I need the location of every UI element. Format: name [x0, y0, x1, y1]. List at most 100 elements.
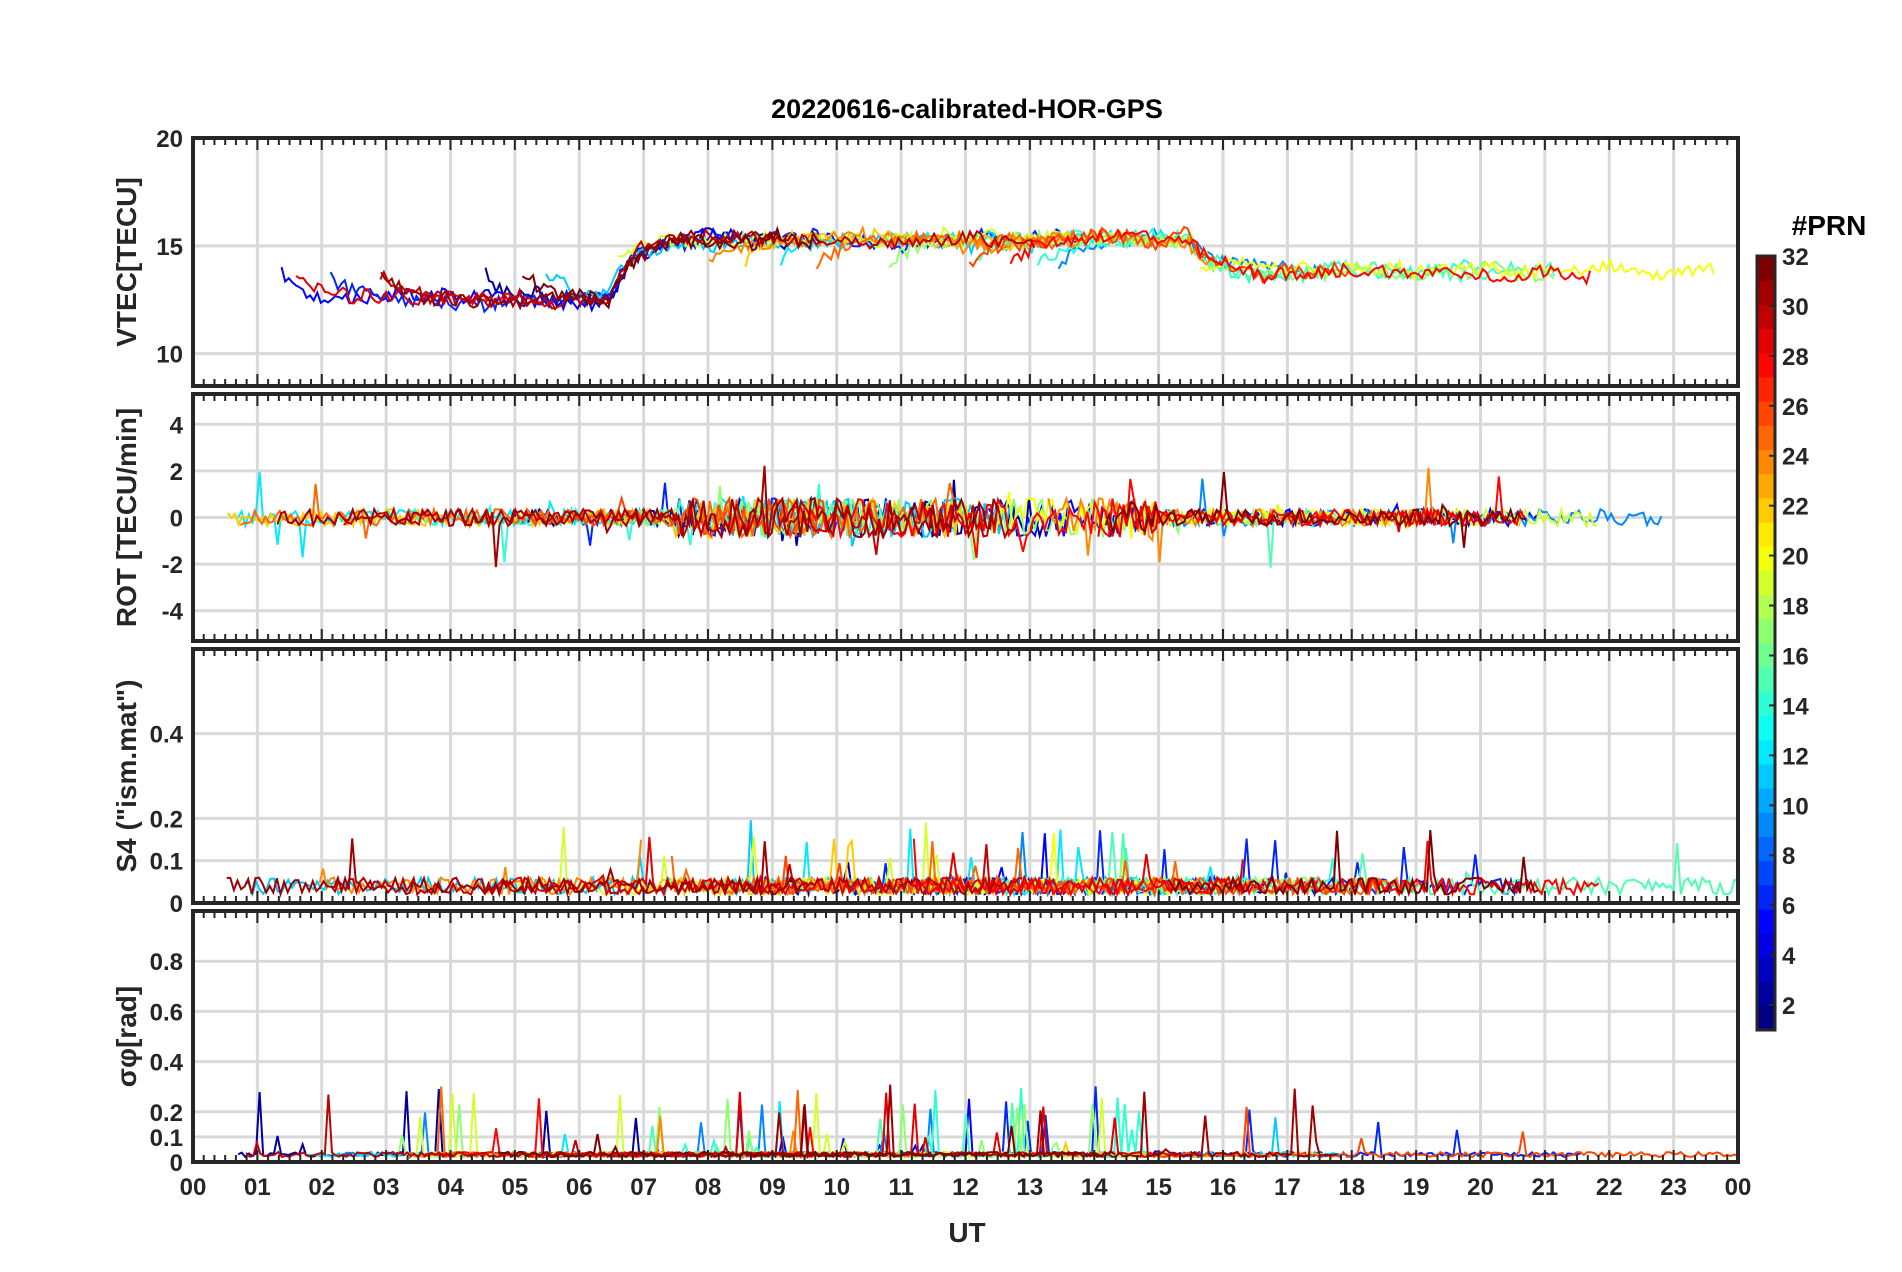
x-tick-label: 19 [1403, 1174, 1430, 1201]
colorbar-tick-label: 32 [1782, 244, 1809, 271]
colorbar-band [1757, 981, 1775, 1007]
colorbar-frame [1755, 254, 1777, 1032]
x-tick-label: 04 [437, 1174, 464, 1201]
colorbar-tick-label: 4 [1782, 943, 1796, 970]
x-tick-label: 18 [1338, 1174, 1365, 1201]
prn-trace [295, 275, 557, 311]
colorbar-tick-label: 2 [1782, 993, 1795, 1020]
colorbar-band [1757, 957, 1775, 983]
x-tick-label: 17 [1274, 1174, 1301, 1201]
x-tick-label: 10 [823, 1174, 850, 1201]
x-tick-label: 06 [566, 1174, 593, 1201]
y-tick-label: 0.1 [150, 849, 183, 876]
x-tick-label: 23 [1660, 1174, 1687, 1201]
panel-3: 0 0.1 0.2 0.4 S4 ("ism.mat") [111, 647, 1740, 918]
x-tick-label: 21 [1532, 1174, 1559, 1201]
y-tick-label: 10 [156, 342, 183, 369]
y-tick-label: 0 [170, 891, 183, 918]
x-tick-label: 22 [1596, 1174, 1623, 1201]
y-tick-label: 0.4 [150, 722, 184, 749]
y-tick-label: 0.4 [150, 1050, 184, 1077]
colorbar-band [1757, 376, 1775, 402]
prn-trace [815, 228, 1078, 270]
y-tick-label: 0 [170, 1150, 183, 1177]
prn-trace [986, 831, 1738, 898]
colorbar-band [1757, 836, 1775, 862]
series-group [226, 820, 1738, 899]
colorbar-band [1757, 1005, 1775, 1031]
colorbar-tick-label: 24 [1782, 444, 1809, 471]
x-tick-label: 15 [1145, 1174, 1172, 1201]
colorbar-tick-label: 14 [1782, 693, 1809, 720]
colorbar-band [1757, 497, 1775, 523]
colorbar-band [1757, 473, 1775, 499]
colorbar-band [1757, 280, 1775, 305]
colorbar-band [1757, 715, 1775, 741]
colorbar-title: #PRN [1792, 210, 1867, 241]
colorbar-band [1757, 449, 1775, 475]
y-tick-label: 0.2 [150, 806, 183, 833]
colorbar-tick-label: 10 [1782, 793, 1809, 820]
y-tick-label: 4 [170, 412, 184, 439]
series-group [227, 465, 1663, 568]
y-axis-label: VTEC[TECU] [111, 177, 142, 347]
colorbar-band [1757, 933, 1775, 958]
colorbar-tick-label: 6 [1782, 893, 1795, 920]
x-tick-label: 05 [502, 1174, 529, 1201]
y-tick-label: 15 [156, 234, 183, 261]
x-axis-label: UT [948, 1217, 985, 1248]
colorbar-band [1757, 618, 1775, 644]
colorbar-band [1757, 328, 1775, 354]
colorbar-band [1757, 594, 1775, 620]
colorbar-tick-label: 30 [1782, 294, 1809, 321]
colorbar-band [1757, 522, 1775, 547]
colorbar-tick-label: 28 [1782, 344, 1809, 371]
colorbar-band [1757, 788, 1775, 813]
prn-trace [379, 228, 1036, 310]
prn-trace [497, 1104, 1116, 1159]
colorbar-tick-label: 16 [1782, 643, 1809, 670]
colorbar-tick-label: 18 [1782, 594, 1809, 621]
colorbar-band [1757, 691, 1775, 717]
colorbar-band [1757, 739, 1775, 765]
colorbar-band [1757, 763, 1775, 789]
x-tick-label: 03 [373, 1174, 400, 1201]
x-tick-label: 07 [630, 1174, 657, 1201]
prn-trace [1104, 471, 1525, 548]
y-tick-label: 0.6 [150, 999, 183, 1026]
colorbar-band [1757, 570, 1775, 596]
colorbar-band [1757, 425, 1775, 450]
prn-trace [276, 465, 999, 568]
colorbar-band [1757, 909, 1775, 934]
y-axis-label: S4 ("ism.mat") [111, 679, 142, 872]
prn-trace [521, 225, 822, 310]
prn-trace [480, 836, 1244, 898]
colorbar-band [1757, 304, 1775, 330]
prn-trace [527, 494, 831, 540]
y-tick-label: 0.2 [150, 1100, 183, 1127]
prn-trace [1145, 1106, 1738, 1159]
y-tick-label: 0 [170, 506, 183, 533]
prn-trace [330, 844, 1023, 898]
colorbar-tick-label: 20 [1782, 544, 1809, 571]
chart-title: 20220616-calibrated-HOR-GPS [771, 94, 1163, 124]
prn-trace [1199, 256, 1715, 282]
colorbar-tick-label: 26 [1782, 394, 1809, 421]
x-tick-label: 08 [695, 1174, 722, 1201]
colorbar-band [1757, 643, 1775, 668]
y-tick-label: -4 [162, 599, 184, 626]
y-tick-label: 0.1 [150, 1125, 183, 1152]
panel-4: 00.10.2 0.4 0.6 0.8 σφ[rad] [111, 909, 1740, 1177]
colorbar-band [1757, 546, 1775, 571]
y-tick-label: 0.8 [150, 949, 183, 976]
x-tick-label: 01 [244, 1174, 271, 1201]
colorbar-tick-label: 12 [1782, 743, 1809, 770]
x-tick-label: 02 [308, 1174, 335, 1201]
panel-1: 10 15 20 VTEC[TECU] [111, 126, 1740, 388]
prn-trace [1167, 830, 1539, 897]
colorbar-band [1757, 667, 1775, 692]
